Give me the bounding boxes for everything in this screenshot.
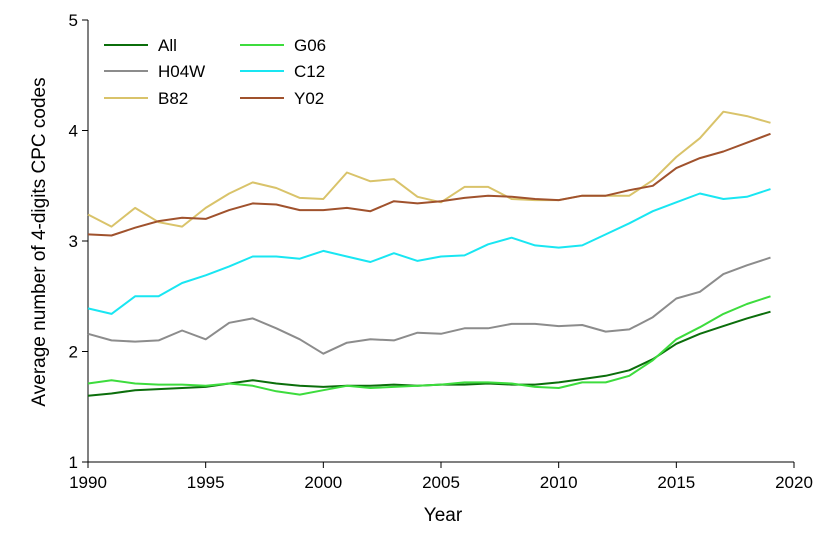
series-line-b82 bbox=[87, 110, 771, 228]
y-axis-title: Average number of 4-digits CPC codes bbox=[29, 77, 50, 406]
x-axis: 1990 1995 2000 2005 2010 2015 2020 bbox=[69, 462, 813, 492]
legend-label-y02: Y02 bbox=[294, 89, 324, 108]
y-tick-label: 3 bbox=[69, 232, 78, 251]
legend-label-h04w: H04W bbox=[158, 62, 205, 81]
y-tick-label: 1 bbox=[69, 453, 78, 472]
series-line-h04w bbox=[87, 256, 771, 355]
x-tick-label: 2015 bbox=[657, 473, 695, 492]
x-tick-label: 2020 bbox=[775, 473, 813, 492]
x-tick-label: 1995 bbox=[187, 473, 225, 492]
series-lines bbox=[87, 110, 771, 397]
plot-frame bbox=[87, 20, 794, 463]
x-tick-label: 2000 bbox=[304, 473, 342, 492]
x-tick-label: 1990 bbox=[69, 473, 107, 492]
legend-label-c12: C12 bbox=[294, 62, 325, 81]
y-axis: 1 2 3 4 5 bbox=[69, 11, 88, 472]
x-tick-label: 2005 bbox=[422, 473, 460, 492]
y-tick-label: 5 bbox=[69, 11, 78, 30]
y-tick-label: 2 bbox=[69, 343, 78, 362]
series-line-y02 bbox=[87, 132, 771, 237]
legend-label-b82: B82 bbox=[158, 89, 188, 108]
x-tick-label: 2010 bbox=[540, 473, 578, 492]
x-axis-title: Year bbox=[424, 505, 463, 526]
series-line-all bbox=[87, 310, 771, 397]
series-line-g06 bbox=[87, 295, 771, 396]
y-tick-label: 4 bbox=[69, 122, 78, 141]
legend: All H04W B82 G06 C12 Y02 bbox=[104, 36, 326, 108]
series-line-c12 bbox=[87, 188, 771, 315]
legend-label-all: All bbox=[158, 36, 177, 55]
legend-label-g06: G06 bbox=[294, 36, 326, 55]
